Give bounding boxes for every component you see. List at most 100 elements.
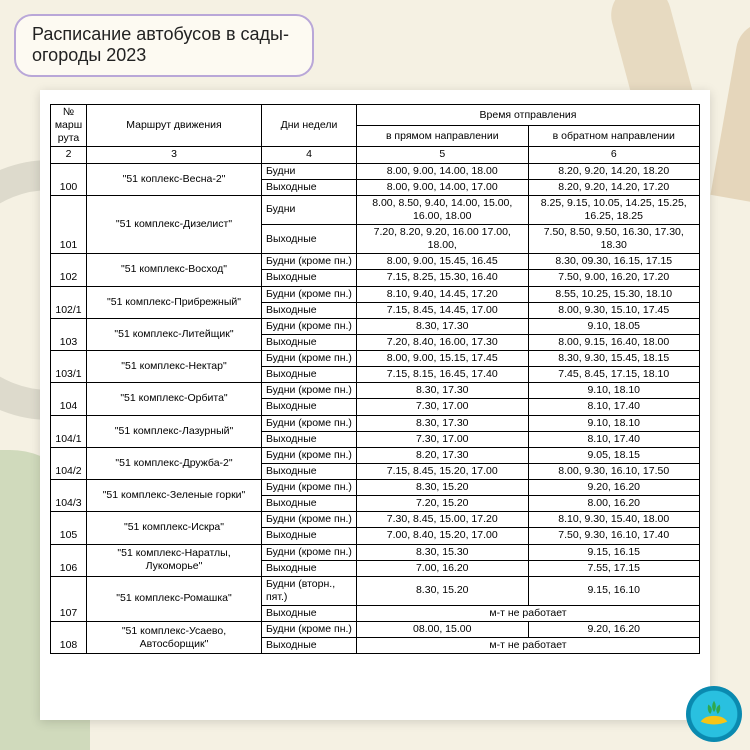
cell-time-forward: 7.00, 16.20 (357, 560, 529, 576)
cell-time-back: 8.00, 9.30, 16.10, 17.50 (528, 463, 700, 479)
cell-route-name: "51 комплекс-Ромашка" (87, 576, 262, 621)
cell-route-num: 104/1 (51, 415, 87, 447)
cell-days: Будни (262, 195, 357, 224)
hdr-num: № марш рута (51, 105, 87, 147)
cell-route-num: 103 (51, 318, 87, 350)
table-row: 106"51 комплекс-Наратлы, Лукоморье"Будни… (51, 544, 700, 560)
cell-days: Выходные (262, 606, 357, 622)
cell-days: Будни (кроме пн.) (262, 254, 357, 270)
cell-days: Выходные (262, 367, 357, 383)
cell-days: Выходные (262, 302, 357, 318)
cell-route-name: "51 комплекс-Орбита" (87, 383, 262, 415)
cell-route-name: "51 комплекс-Лазурный" (87, 415, 262, 447)
cell-route-name: "51 комплекс-Дружба-2" (87, 447, 262, 479)
cell-days: Будни (кроме пн.) (262, 415, 357, 431)
cell-route-num: 104/2 (51, 447, 87, 479)
cell-time-back: 9.10, 18.05 (528, 318, 700, 334)
cell-route-num: 104/3 (51, 480, 87, 512)
table-row: 104/2"51 комплекс-Дружба-2"Будни (кроме … (51, 447, 700, 463)
table-body: 100"51 коплекс-Весна-2"Будни8.00, 9.00, … (51, 163, 700, 654)
table-row: 103/1"51 комплекс-Нектар"Будни (кроме пн… (51, 351, 700, 367)
table-row: 108"51 комплекс-Усаево, Автосборщик"Будн… (51, 622, 700, 638)
cell-time-forward: 7.30, 17.00 (357, 399, 529, 415)
cell-time-back: 7.55, 17.15 (528, 560, 700, 576)
cell-route-num: 106 (51, 544, 87, 576)
cell-days: Выходные (262, 225, 357, 254)
cell-time-forward: 7.15, 8.45, 14.45, 17.00 (357, 302, 529, 318)
table-row: 104/1"51 комплекс-Лазурный"Будни (кроме … (51, 415, 700, 431)
cell-days: Выходные (262, 528, 357, 544)
cell-time-forward: 8.00, 9.00, 15.45, 16.45 (357, 254, 529, 270)
cell-route-num: 108 (51, 622, 87, 654)
cell-days: Будни (вторн., пят.) (262, 576, 357, 605)
cell-time-back: 9.15, 16.15 (528, 544, 700, 560)
hdr-route: Маршрут движения (87, 105, 262, 147)
idx-days: 4 (262, 147, 357, 163)
cell-route-name: "51 комплекс-Прибрежный" (87, 286, 262, 318)
cell-time-forward: 8.30, 15.20 (357, 576, 529, 605)
cell-time-forward: 8.30, 15.20 (357, 480, 529, 496)
cell-days: Выходные (262, 179, 357, 195)
cell-time-forward: 7.15, 8.25, 15.30, 16.40 (357, 270, 529, 286)
cell-route-num: 100 (51, 163, 87, 195)
cell-days: Будни (кроме пн.) (262, 286, 357, 302)
cell-route-name: "51 комплекс-Искра" (87, 512, 262, 544)
schedule-table: № марш рута Маршрут движения Дни недели … (50, 104, 700, 654)
cell-time-back: 9.15, 16.10 (528, 576, 700, 605)
idx-back: 6 (528, 147, 700, 163)
cell-days: Будни (кроме пн.) (262, 318, 357, 334)
cell-time-forward: 8.30, 17.30 (357, 318, 529, 334)
idx-fwd: 5 (357, 147, 529, 163)
schedule-sheet: № марш рута Маршрут движения Дни недели … (40, 90, 710, 720)
cell-time-forward: 8.20, 17.30 (357, 447, 529, 463)
table-row: 102"51 комплекс-Восход"Будни (кроме пн.)… (51, 254, 700, 270)
hdr-days: Дни недели (262, 105, 357, 147)
cell-time-forward: 08.00, 15.00 (357, 622, 529, 638)
table-row: 105"51 комплекс-Искра"Будни (кроме пн.)7… (51, 512, 700, 528)
table-row: 104/3"51 комплекс-Зеленые горки"Будни (к… (51, 480, 700, 496)
table-row: 100"51 коплекс-Весна-2"Будни8.00, 9.00, … (51, 163, 700, 179)
cell-days: Будни (кроме пн.) (262, 383, 357, 399)
cell-time-forward: 7.30, 17.00 (357, 431, 529, 447)
cell-time-back: 7.45, 8.45, 17.15, 18.10 (528, 367, 700, 383)
cell-time-back: 8.00, 16.20 (528, 496, 700, 512)
cell-route-name: "51 комплекс-Зеленые горки" (87, 480, 262, 512)
cell-route-name: "51 комплекс-Дизелист" (87, 195, 262, 254)
cell-time-back: 8.00, 9.30, 15.10, 17.45 (528, 302, 700, 318)
cell-route-name: "51 комплекс-Восход" (87, 254, 262, 286)
cell-time-forward: 7.20, 8.20, 9.20, 16.00 17.00, 18.00, (357, 225, 529, 254)
cell-days: Будни (кроме пн.) (262, 544, 357, 560)
cell-time-back: 8.00, 9.15, 16.40, 18.00 (528, 334, 700, 350)
cell-time-forward: 7.00, 8.40, 15.20, 17.00 (357, 528, 529, 544)
city-logo (686, 686, 742, 742)
cell-time-back: 9.20, 16.20 (528, 480, 700, 496)
cell-route-name: "51 комплекс-Наратлы, Лукоморье" (87, 544, 262, 576)
cell-route-num: 101 (51, 195, 87, 254)
cell-time-back: 8.10, 17.40 (528, 431, 700, 447)
cell-time-forward: 8.30, 17.30 (357, 415, 529, 431)
table-row: 104"51 комплекс-Орбита"Будни (кроме пн.)… (51, 383, 700, 399)
hdr-times: Время отправления (357, 105, 700, 126)
cell-time-back: 8.10, 9.30, 15.40, 18.00 (528, 512, 700, 528)
cell-time-forward: 8.00, 9.00, 14.00, 17.00 (357, 179, 529, 195)
idx-route: 3 (87, 147, 262, 163)
page-title: Расписание автобусов в сады-огороды 2023 (32, 24, 289, 65)
logo-icon (695, 695, 733, 733)
cell-route-name: "51 комплекс-Усаево, Автосборщик" (87, 622, 262, 654)
cell-time-forward: 7.15, 8.45, 15.20, 17.00 (357, 463, 529, 479)
cell-time-forward: 7.20, 15.20 (357, 496, 529, 512)
cell-days: Будни (кроме пн.) (262, 480, 357, 496)
cell-route-name: "51 комплекс-Литейщик" (87, 318, 262, 350)
cell-route-name: "51 коплекс-Весна-2" (87, 163, 262, 195)
cell-route-num: 107 (51, 576, 87, 621)
table-row: 102/1"51 комплекс-Прибрежный"Будни (кром… (51, 286, 700, 302)
idx-num: 2 (51, 147, 87, 163)
cell-days: Выходные (262, 560, 357, 576)
cell-time-back: 8.25, 9.15, 10.05, 14.25, 15.25, 16.25, … (528, 195, 700, 224)
page-title-badge: Расписание автобусов в сады-огороды 2023 (14, 14, 314, 77)
cell-time-back: 7.50, 8.50, 9.50, 16.30, 17.30, 18.30 (528, 225, 700, 254)
cell-days: Выходные (262, 270, 357, 286)
table-row: 107"51 комплекс-Ромашка"Будни (вторн., п… (51, 576, 700, 605)
cell-not-working: м-т не работает (357, 606, 700, 622)
table-row: 101"51 комплекс-Дизелист"Будни8.00, 8.50… (51, 195, 700, 224)
